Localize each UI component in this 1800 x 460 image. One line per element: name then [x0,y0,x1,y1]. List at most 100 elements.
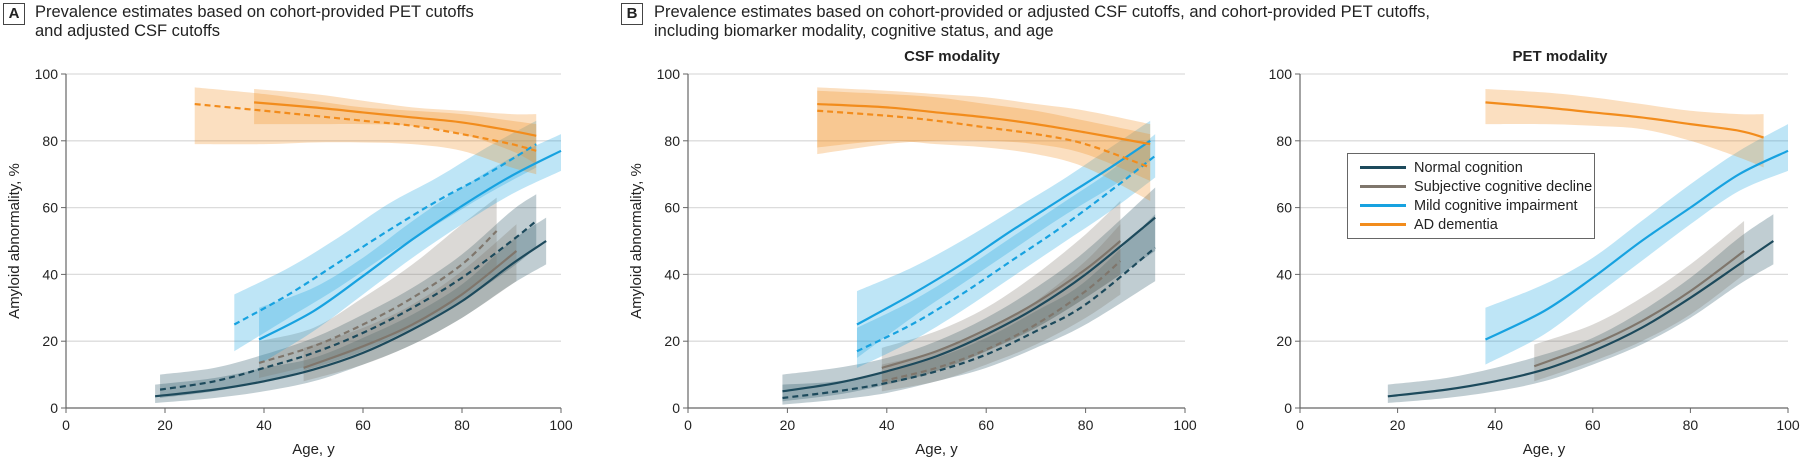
y-tick-label: 0 [1284,400,1292,416]
x-tick-label: 100 [1173,417,1197,433]
y-tick-label: 60 [42,200,58,216]
series-line-mild-cognitive-impairment-dashed [856,154,1156,353]
y-tick-label: 80 [42,133,58,149]
series-line-mild-cognitive-impairment-solid [856,139,1151,326]
ci-band-mild-cognitive-impairment-dashed [856,134,1156,368]
y-tick-label: 100 [1269,66,1293,82]
series-line-normal-cognition-solid [782,216,1156,393]
x-tick-label: 20 [157,417,173,433]
legend: Normal cognition Subjective cognitive de… [1347,153,1595,239]
series-line-mild-cognitive-impairment-solid [258,149,562,341]
ci-band-ad-dementia-solid [817,87,1151,181]
panel-a-title-line1: Prevalence estimates based on cohort-pro… [35,3,474,21]
y-tick-label: 60 [664,200,680,216]
y-tick-label: 100 [657,66,681,82]
legend-label: Subjective cognitive decline [1414,178,1593,195]
ci-band-normal-cognition-solid [1387,214,1774,403]
y-tick-label: 20 [42,333,58,349]
y-tick-label: 40 [42,266,58,282]
x-tick-label: 80 [1683,417,1699,433]
y-tick-label: 100 [35,66,59,82]
x-tick-label: 20 [1390,417,1406,433]
x-tick-label: 80 [454,417,470,433]
legend-label: Normal cognition [1414,159,1523,176]
legend-item-normal-cognition: Normal cognition [1348,158,1594,177]
x-tick-label: 60 [355,417,371,433]
ci-band-mild-cognitive-impairment-dashed [234,120,537,352]
legend-item-ad-dementia: AD dementia [1348,215,1594,234]
chart-a: 0 20 40 60 80 100 0 20 40 60 80 100 Age, y Amyloid ab… [6,66,573,458]
panel-a-letter: A [3,3,25,25]
x-tick-label: 60 [978,417,994,433]
ci-band-ad-dementia-dashed [194,87,537,175]
series-line-subjective-cognitive-decline-solid [303,250,518,369]
panel-b-title: Prevalence estimates based on cohort-pro… [654,3,1430,41]
ci-band-subjective-cognitive-decline-solid [881,200,1121,385]
panel-a-title: Prevalence estimates based on cohort-pro… [35,3,474,41]
legend-swatch-line [1360,185,1406,188]
series-line-normal-cognition-solid [1387,240,1774,398]
x-axis-label: Age, y [1523,441,1566,458]
x-axis-label: Age, y [292,441,335,458]
y-axis-label: Amyloid abnormality, % [6,163,23,319]
series-line-ad-dementia-dashed [194,102,537,152]
y-tick-label: 0 [50,400,58,416]
y-tick-label: 60 [1276,200,1292,216]
y-tick-label: 80 [1276,133,1292,149]
series-line-subjective-cognitive-decline-solid [1533,250,1745,368]
pet-modality-title: PET modality [1512,48,1608,65]
x-tick-label: 20 [780,417,796,433]
chart-b-csf: 0 20 40 60 80 100 0 20 40 60 80 100 Age, y Amyloid ab… [628,66,1197,458]
y-tick-label: 20 [1276,333,1292,349]
x-tick-label: 40 [879,417,895,433]
series-line-subjective-cognitive-decline-dashed [258,230,498,364]
legend-label: AD dementia [1414,216,1498,233]
series-line-mild-cognitive-impairment-solid [1484,149,1789,341]
series-line-mild-cognitive-impairment-dashed [233,143,537,326]
x-tick-label: 40 [256,417,272,433]
series-line-normal-cognition-solid [154,240,547,398]
y-axis-label: Amyloid abnormality, % [628,163,645,319]
chart-b-pet: 0 20 40 60 80 100 0 20 40 60 80 100 Age, y [1269,66,1800,458]
ci-band-ad-dementia-dashed [817,90,1151,201]
legend-swatch-line [1360,223,1406,226]
ci-band-subjective-cognitive-decline-solid [1534,220,1745,382]
ci-band-subjective-cognitive-decline-dashed [259,197,497,378]
x-axis-label: Age, y [915,441,958,458]
y-tick-label: 80 [664,133,680,149]
csf-modality-title: CSF modality [904,48,1000,65]
series-line-ad-dementia-dashed [817,109,1151,169]
legend-item-mild-cognitive-impairment: Mild cognitive impairment [1348,196,1594,215]
y-tick-label: 0 [672,400,680,416]
panel-b-title-line1: Prevalence estimates based on cohort-pro… [654,3,1430,21]
x-tick-label: 60 [1585,417,1601,433]
legend-swatch-line [1360,204,1406,207]
x-tick-label: 40 [1487,417,1503,433]
x-tick-label: 100 [549,417,573,433]
x-tick-label: 80 [1078,417,1094,433]
series-line-ad-dementia-solid [1485,101,1764,139]
y-tick-label: 40 [1276,266,1292,282]
legend-swatch-line [1360,166,1406,169]
x-tick-label: 0 [62,417,70,433]
panel-a-title-line2: and adjusted CSF cutoffs [35,22,220,40]
series-line-subjective-cognitive-decline-solid [881,240,1122,369]
panel-b-letter: B [621,3,643,25]
series-line-ad-dementia-solid [817,102,1151,146]
series-line-normal-cognition-dashed [782,246,1156,400]
x-tick-label: 0 [1296,417,1304,433]
y-tick-label: 20 [664,333,680,349]
series-line-normal-cognition-dashed [159,220,537,391]
series-line-ad-dementia-solid [254,101,537,137]
series-line-subjective-cognitive-decline-dashed [881,260,1122,383]
ci-band-mild-cognitive-impairment-solid [856,120,1151,358]
legend-item-subjective-cognitive-decline: Subjective cognitive decline [1348,177,1594,196]
panel-b-title-line2: including biomarker modality, cognitive … [654,22,1054,40]
x-tick-label: 100 [1776,417,1800,433]
ci-band-subjective-cognitive-decline-solid [303,224,517,382]
y-tick-label: 40 [664,266,680,282]
ci-band-normal-cognition-solid [782,187,1156,402]
x-tick-label: 0 [684,417,692,433]
ci-band-subjective-cognitive-decline-dashed [881,224,1121,392]
